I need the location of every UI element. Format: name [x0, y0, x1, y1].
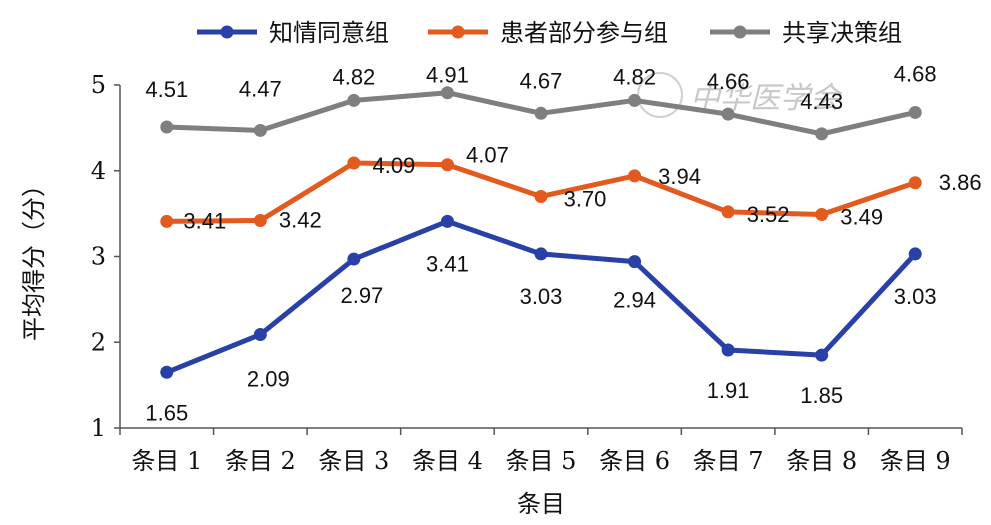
data-point [347, 93, 361, 107]
data-label: 4.91 [426, 63, 469, 88]
data-point [534, 106, 548, 120]
legend: 知情同意组 患者部分参与组 共享决策组 [197, 19, 902, 47]
series-1: 1.65 2.09 2.97 3.41 3.03 2.94 1.91 1.85 3.03 [145, 214, 937, 425]
data-label: 3.41 [183, 208, 226, 233]
data-label: 4.67 [520, 68, 563, 93]
data-label: 4.66 [707, 69, 750, 94]
data-label: 3.41 [426, 251, 469, 276]
series-layer: 1.65 2.09 2.97 3.41 3.03 2.94 1.91 1.85 3.03 3.41… [145, 61, 981, 425]
data-label: 1.85 [800, 383, 843, 408]
data-point [160, 365, 174, 379]
x-tick-label: 条目 4 [412, 447, 483, 475]
x-tick-label: 条目 2 [225, 447, 296, 475]
x-axis-title: 条目 [517, 490, 565, 518]
data-point [628, 255, 642, 269]
data-label: 2.09 [247, 367, 290, 392]
y-tick-label: 4 [91, 157, 106, 185]
data-point [253, 213, 267, 227]
series-2: 3.41 3.42 4.09 4.07 3.70 3.94 3.52 3.49 3.86 [160, 143, 982, 233]
series-3: 4.51 4.47 4.82 4.91 4.67 4.82 4.66 4.43 4.68 [145, 61, 937, 141]
x-tick-label: 条目 7 [693, 447, 764, 475]
legend-marker [733, 25, 747, 39]
data-point [440, 214, 454, 228]
data-label: 4.47 [239, 76, 282, 101]
y-axis-title: 平均得分（分） [20, 173, 48, 341]
data-point [721, 343, 735, 357]
data-point [160, 214, 174, 228]
data-point [534, 247, 548, 261]
data-label: 3.42 [279, 207, 322, 232]
legend-item: 共享决策组 [710, 19, 902, 47]
data-point [908, 247, 922, 261]
y-tick-label: 3 [91, 243, 106, 271]
legend-label: 知情同意组 [269, 19, 389, 47]
legend-item: 知情同意组 [197, 19, 389, 47]
data-point [908, 105, 922, 119]
data-label: 4.82 [332, 64, 375, 89]
legend-label: 患者部分参与组 [500, 19, 668, 47]
data-point [908, 176, 922, 190]
data-point [440, 158, 454, 172]
data-label: 2.94 [613, 288, 656, 313]
data-label: 3.49 [840, 204, 883, 229]
data-point [347, 156, 361, 170]
x-tick-label: 条目 1 [131, 447, 202, 475]
x-tick-label: 条目 3 [318, 447, 389, 475]
data-label: 3.94 [658, 164, 701, 189]
data-label: 3.52 [747, 202, 790, 227]
x-ticks: 条目 1 条目 2 条目 3 条目 4 条目 5 条目 6 条目 7 条目 8 条目 9 [119, 428, 963, 475]
x-tick-label: 条目 5 [506, 447, 577, 475]
data-point [628, 169, 642, 183]
data-point [347, 252, 361, 266]
data-point [815, 348, 829, 362]
x-tick-label: 条目 6 [599, 447, 670, 475]
data-label: 4.43 [800, 89, 843, 114]
data-point [253, 328, 267, 342]
data-point [440, 86, 454, 100]
legend-marker [220, 25, 234, 39]
data-label: 4.82 [613, 64, 656, 89]
data-label: 2.97 [340, 283, 383, 308]
legend-item: 患者部分参与组 [428, 19, 668, 47]
data-label: 4.07 [466, 143, 509, 168]
data-label: 3.86 [939, 170, 982, 195]
y-ticks: 1 2 3 4 5 [91, 71, 120, 442]
data-point [253, 123, 267, 137]
data-point [815, 127, 829, 141]
y-tick-label: 2 [91, 328, 106, 356]
y-tick-label: 1 [91, 414, 106, 442]
x-tick-label: 条目 9 [880, 447, 951, 475]
data-label: 1.91 [707, 378, 750, 403]
legend-marker [451, 25, 465, 39]
y-tick-label: 5 [91, 71, 106, 99]
x-tick-label: 条目 8 [786, 447, 857, 475]
data-point [534, 189, 548, 203]
data-label: 3.70 [564, 186, 607, 211]
data-point [160, 120, 174, 134]
data-point [628, 93, 642, 107]
data-point [815, 207, 829, 221]
legend-label: 共享决策组 [782, 19, 902, 47]
data-point [721, 205, 735, 219]
data-label: 4.09 [372, 153, 415, 178]
data-label: 4.68 [894, 61, 937, 86]
data-label: 4.51 [145, 77, 188, 102]
data-point [721, 107, 735, 121]
data-label: 3.03 [894, 284, 937, 309]
data-label: 1.65 [145, 400, 188, 425]
data-label: 3.03 [520, 284, 563, 309]
